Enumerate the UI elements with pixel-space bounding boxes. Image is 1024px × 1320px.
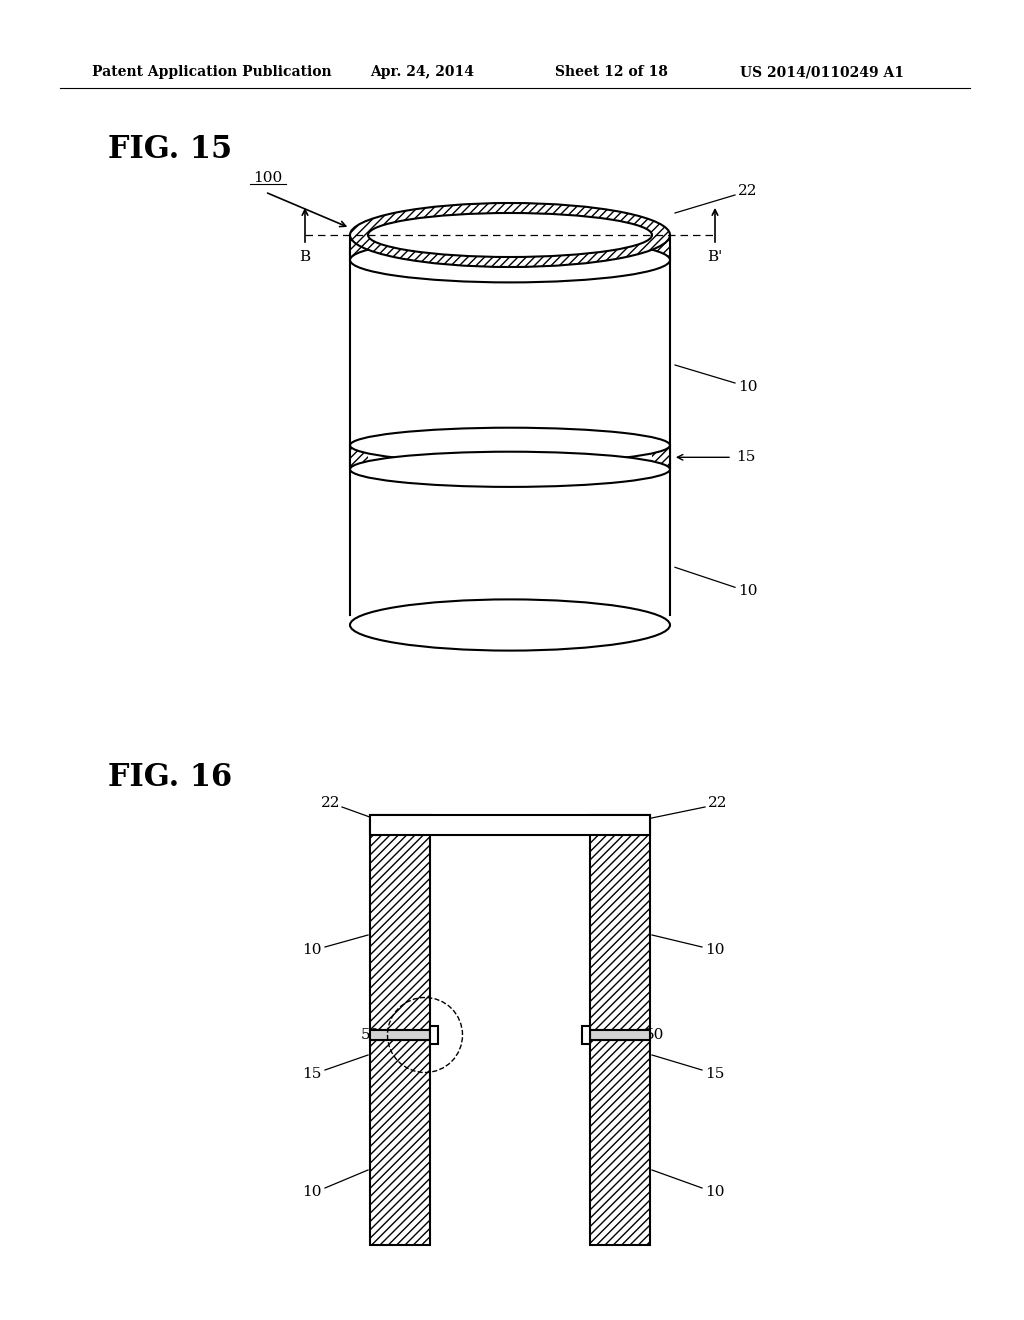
- Bar: [368, 445, 652, 470]
- Text: Patent Application Publication: Patent Application Publication: [92, 65, 332, 79]
- Text: 10: 10: [738, 585, 758, 598]
- Text: 50: 50: [360, 1028, 380, 1041]
- Text: Apr. 24, 2014: Apr. 24, 2014: [370, 65, 474, 79]
- Bar: [652, 235, 670, 260]
- Text: 10: 10: [705, 1185, 725, 1199]
- Bar: [430, 814, 590, 1245]
- Bar: [350, 267, 670, 624]
- Text: 15: 15: [705, 1067, 724, 1081]
- Bar: [370, 1040, 430, 1245]
- Bar: [350, 445, 670, 470]
- Ellipse shape: [350, 238, 670, 282]
- Bar: [370, 814, 430, 1030]
- Bar: [590, 1030, 650, 1040]
- Bar: [582, 1026, 590, 1044]
- Text: Sheet 12 of 18: Sheet 12 of 18: [555, 65, 668, 79]
- Bar: [350, 235, 368, 260]
- Bar: [430, 1026, 438, 1044]
- Text: 15: 15: [736, 450, 756, 465]
- Text: US 2014/0110249 A1: US 2014/0110249 A1: [740, 65, 904, 79]
- Text: 10: 10: [738, 380, 758, 393]
- Text: B: B: [299, 249, 310, 264]
- Text: 10: 10: [302, 1185, 322, 1199]
- Bar: [590, 814, 650, 1030]
- Ellipse shape: [350, 451, 670, 487]
- Bar: [590, 1040, 650, 1245]
- Text: B': B': [708, 249, 723, 264]
- Text: FIG. 16: FIG. 16: [108, 763, 232, 793]
- Ellipse shape: [350, 203, 670, 267]
- Text: 22: 22: [738, 183, 758, 198]
- Text: 100: 100: [253, 172, 283, 185]
- Text: 22: 22: [708, 796, 727, 810]
- Bar: [370, 814, 650, 836]
- Bar: [370, 1030, 430, 1040]
- Text: 22: 22: [321, 796, 340, 810]
- Text: FIG. 15: FIG. 15: [108, 135, 232, 165]
- Text: 50: 50: [645, 1028, 665, 1041]
- Text: 10: 10: [302, 942, 322, 957]
- Text: 15: 15: [303, 1067, 322, 1081]
- Ellipse shape: [368, 213, 652, 257]
- Text: 10: 10: [705, 942, 725, 957]
- Ellipse shape: [350, 428, 670, 463]
- Ellipse shape: [350, 599, 670, 651]
